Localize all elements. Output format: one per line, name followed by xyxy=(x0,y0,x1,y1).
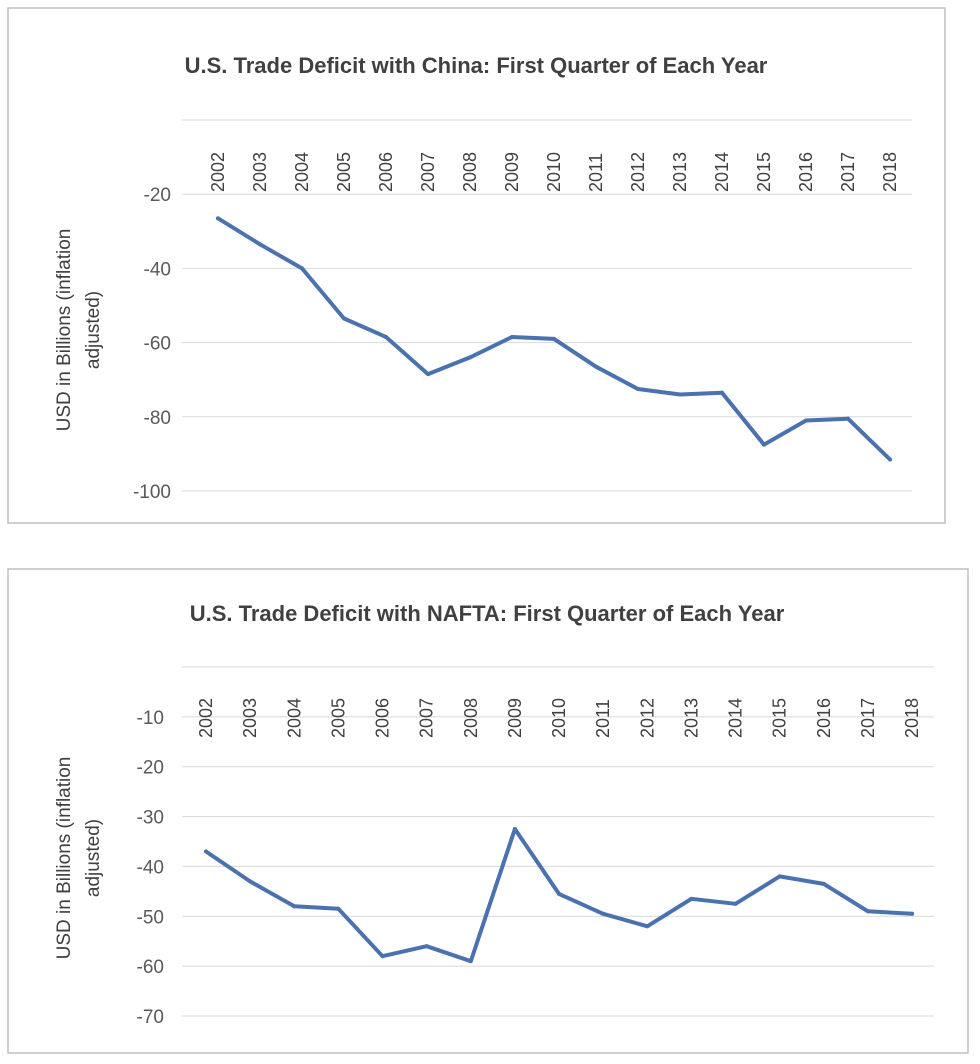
china-x-tick-label: 2014 xyxy=(712,152,732,192)
china-data-point xyxy=(552,336,556,341)
nafta-x-tick-label: 2007 xyxy=(417,698,437,738)
nafta-data-point xyxy=(424,944,429,949)
nafta-data-point xyxy=(733,901,738,906)
china-data-point xyxy=(468,355,472,360)
china-x-tick-label: 2012 xyxy=(628,152,648,192)
china-data-point xyxy=(426,372,430,377)
china-data-point xyxy=(594,364,598,369)
nafta-chart-frame xyxy=(7,568,969,1054)
nafta-x-tick-label: 2011 xyxy=(593,699,613,738)
china-data-point xyxy=(384,335,388,340)
china-data-point xyxy=(762,442,766,447)
china-x-tick-label: 2011 xyxy=(586,153,606,192)
china-y-tick-label: -20 xyxy=(144,185,171,206)
nafta-data-point xyxy=(468,959,473,964)
china-data-point xyxy=(510,335,514,340)
china-data-point xyxy=(636,386,640,391)
china-data-point xyxy=(804,418,808,423)
china-y-axis-label: USD in Billions (inflation adjusted) xyxy=(54,229,104,432)
china-x-tick-label: 2015 xyxy=(754,152,774,192)
nafta-x-tick-label: 2012 xyxy=(637,698,657,738)
nafta-y-tick-label: -60 xyxy=(137,957,164,978)
nafta-data-point xyxy=(601,911,606,916)
nafta-y-axis-label-line2: adjusted) xyxy=(83,819,104,897)
china-x-tick-label: 2004 xyxy=(292,152,312,192)
nafta-chart-title: U.S. Trade Deficit with NAFTA: First Qua… xyxy=(190,601,785,626)
nafta-y-tick-label: -20 xyxy=(137,758,164,779)
nafta-data-point xyxy=(910,911,914,916)
nafta-data-point xyxy=(865,909,870,914)
china-x-tick-label: 2003 xyxy=(250,152,270,192)
china-y-axis-label-line2: adjusted) xyxy=(83,291,104,369)
nafta-x-tick-label: 2009 xyxy=(505,698,525,738)
nafta-data-point xyxy=(292,904,297,909)
china-chart-title: U.S. Trade Deficit with China: First Qua… xyxy=(185,53,768,78)
china-data-point xyxy=(258,242,262,247)
china-chart-frame xyxy=(7,7,946,524)
china-data-point xyxy=(678,392,682,397)
china-x-tick-label: 2007 xyxy=(418,152,438,192)
nafta-data-point xyxy=(777,874,782,879)
nafta-x-tick-label: 2008 xyxy=(461,698,481,738)
nafta-data-point xyxy=(336,906,341,911)
china-data-point xyxy=(720,390,724,395)
nafta-data-point xyxy=(689,896,694,901)
nafta-x-tick-label: 2015 xyxy=(770,698,790,738)
china-x-tick-label: 2008 xyxy=(460,152,480,192)
nafta-data-point xyxy=(204,849,208,854)
china-data-point xyxy=(300,266,304,271)
nafta-y-axis-label-line1: USD in Billions (inflation xyxy=(54,757,75,960)
china-x-tick-label: 2013 xyxy=(670,152,690,192)
nafta-x-tick-label: 2014 xyxy=(726,698,746,738)
nafta-x-tick-label: 2006 xyxy=(373,698,393,738)
china-data-point xyxy=(216,216,220,221)
nafta-data-point xyxy=(645,924,650,929)
china-data-point xyxy=(342,316,346,321)
china-x-tick-label: 2016 xyxy=(796,152,816,192)
nafta-x-tick-label: 2003 xyxy=(240,698,260,738)
nafta-y-axis-label: USD in Billions (inflation adjusted) xyxy=(54,757,104,960)
china-y-axis-label-line1: USD in Billions (inflation xyxy=(54,229,75,432)
china-y-tick-label: -40 xyxy=(144,259,171,280)
nafta-y-tick-label: -70 xyxy=(137,1007,164,1028)
nafta-x-tick-label: 2018 xyxy=(902,698,922,738)
nafta-data-point xyxy=(248,879,253,884)
nafta-y-tick-label: -30 xyxy=(137,808,164,829)
china-y-tick-label: -60 xyxy=(144,334,171,355)
nafta-data-point xyxy=(512,827,517,832)
nafta-data-point xyxy=(821,881,826,886)
nafta-x-tick-label: 2010 xyxy=(549,698,569,738)
china-x-tick-label: 2005 xyxy=(334,152,354,192)
china-x-tick-label: 2006 xyxy=(376,152,396,192)
china-x-tick-label: 2018 xyxy=(880,152,900,192)
nafta-x-tick-label: 2013 xyxy=(681,698,701,738)
china-x-tick-label: 2010 xyxy=(544,152,564,192)
china-x-tick-label: 2009 xyxy=(502,152,522,192)
nafta-x-tick-label: 2017 xyxy=(858,698,878,738)
nafta-x-tick-label: 2004 xyxy=(284,698,304,738)
china-x-tick-label: 2002 xyxy=(208,152,228,192)
nafta-y-tick-label: -40 xyxy=(137,857,164,878)
nafta-data-point xyxy=(380,954,385,959)
nafta-x-tick-label: 2005 xyxy=(328,698,348,738)
china-x-tick-label: 2017 xyxy=(838,152,858,192)
china-y-tick-label: -80 xyxy=(144,408,171,429)
china-data-point xyxy=(888,457,892,462)
china-y-tick-label: -100 xyxy=(133,482,171,503)
nafta-data-point xyxy=(557,891,561,896)
nafta-x-tick-label: 2016 xyxy=(814,698,834,738)
china-data-point xyxy=(846,416,850,421)
nafta-y-tick-label: -10 xyxy=(137,708,164,729)
nafta-y-tick-label: -50 xyxy=(137,907,164,928)
nafta-x-tick-label: 2002 xyxy=(196,698,216,738)
